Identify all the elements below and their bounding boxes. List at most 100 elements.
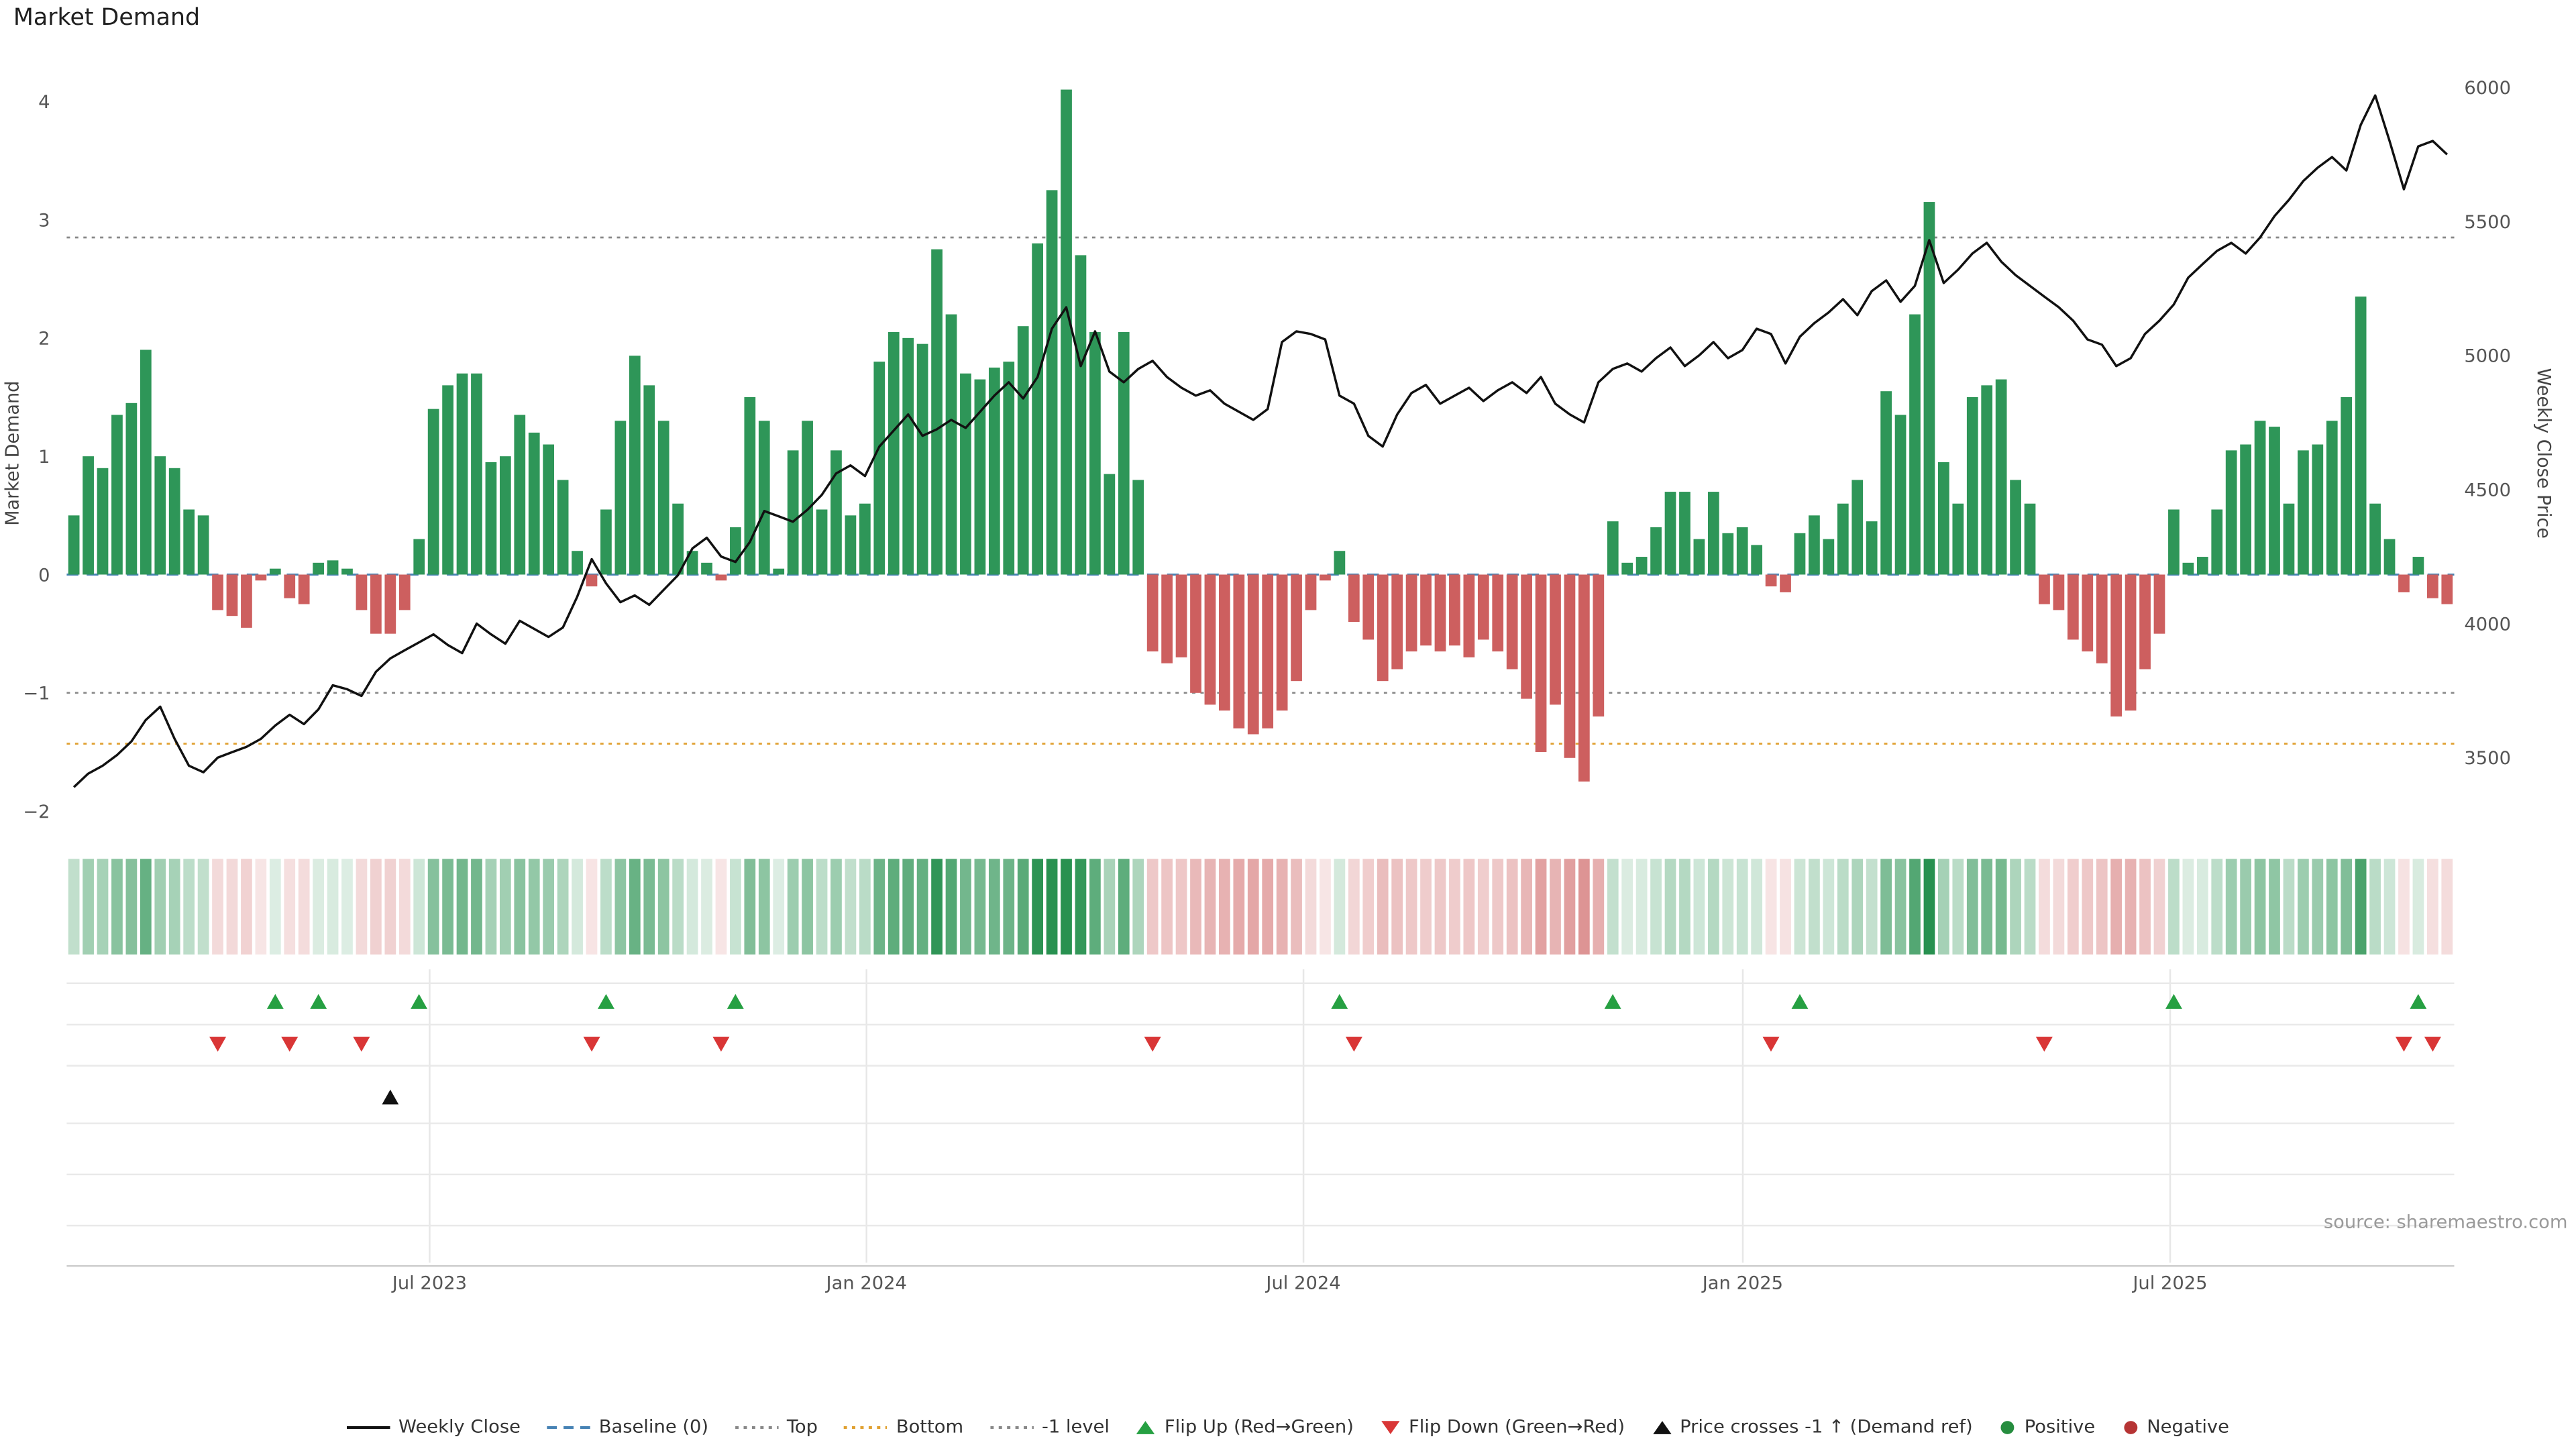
right-tick-label: 5500 <box>2464 212 2511 233</box>
x-tick-label: Jul 2024 <box>1265 1273 1340 1294</box>
demand-bar <box>1262 574 1274 729</box>
left-tick-label: 2 <box>38 329 50 350</box>
legend-label: Flip Down (Green→Red) <box>1408 1415 1625 1438</box>
demand-bar <box>1175 574 1187 657</box>
heatmap-cell <box>1607 859 1619 955</box>
chart-legend: Weekly Close Baseline (0) Top Bottom -1 leve… <box>0 1416 2576 1438</box>
heatmap-cell <box>2312 859 2324 955</box>
demand-bar <box>1650 527 1662 575</box>
flip-up-marker <box>1331 994 1348 1009</box>
heatmap-cell <box>945 859 957 955</box>
heatmap-cell <box>212 859 223 955</box>
heatmap-cell <box>1204 859 1216 955</box>
heatmap-cell <box>758 859 770 955</box>
demand-bar <box>1809 515 1820 575</box>
heatmap-cell <box>2398 859 2410 955</box>
demand-bar <box>1851 480 1864 575</box>
demand-bar <box>1981 385 1993 575</box>
heatmap-cell <box>125 859 138 955</box>
demand-bar <box>572 551 583 575</box>
heatmap-cell <box>154 859 166 955</box>
demand-bar <box>1276 574 1288 711</box>
heatmap-cell <box>686 859 698 955</box>
demand-bar <box>657 421 669 575</box>
heatmap-cell <box>370 859 382 955</box>
demand-bar <box>1722 533 1734 575</box>
heatmap-cell <box>643 859 655 955</box>
heatmap-cell <box>2139 859 2151 955</box>
heatmap-cell <box>485 859 497 955</box>
demand-bar <box>1089 332 1101 575</box>
demand-bar <box>802 421 813 575</box>
demand-bar <box>2240 444 2251 575</box>
demand-bar <box>1233 574 1245 729</box>
heatmap-cell <box>916 859 928 955</box>
heatmap-cell <box>572 859 583 955</box>
flip-up-marker <box>1604 994 1621 1009</box>
demand-bar <box>1564 574 1576 758</box>
heatmap-cell <box>629 859 641 955</box>
demand-bar <box>1219 574 1230 711</box>
heatmap-cell <box>873 859 885 955</box>
demand-bar <box>845 515 857 575</box>
heatmap-cell <box>68 859 80 955</box>
heatmap-cell <box>298 859 310 955</box>
heatmap-cell <box>413 859 425 955</box>
heatmap-cell <box>1017 859 1029 955</box>
demand-bar <box>1751 545 1763 575</box>
heatmap-cell <box>1550 859 1561 955</box>
heatmap-cell <box>1233 859 1245 955</box>
heatmap-cell <box>2269 859 2280 955</box>
heatmap-cell <box>1722 859 1734 955</box>
heatmap-cell <box>1434 859 1446 955</box>
legend-label: Baseline (0) <box>598 1415 709 1438</box>
demand-bar <box>557 480 569 575</box>
heatmap-cell <box>1564 859 1576 955</box>
heatmap-cell <box>1966 859 1978 955</box>
demand-bar <box>1550 574 1561 705</box>
demand-bar <box>2355 297 2367 575</box>
flip-down-marker <box>2035 1036 2053 1052</box>
heatmap-cell <box>2225 859 2237 955</box>
demand-bar <box>97 468 109 575</box>
demand-bar <box>1765 574 1777 587</box>
heatmap-cell <box>1276 859 1288 955</box>
demand-bar <box>1104 474 1116 575</box>
heatmap-cell <box>1219 859 1230 955</box>
heatmap-cell <box>931 859 943 955</box>
demand-bar <box>2312 444 2324 575</box>
demand-bar <box>830 450 842 575</box>
heatmap-cell <box>1851 859 1864 955</box>
heatmap-cell <box>2369 859 2381 955</box>
heatmap-cell <box>902 859 914 955</box>
heatmap-cell <box>1305 859 1317 955</box>
heatmap-cell <box>183 859 195 955</box>
demand-bar <box>1449 574 1460 646</box>
dot-icon <box>2000 1419 2015 1434</box>
demand-bar <box>787 450 799 575</box>
heatmap-cell <box>269 859 281 955</box>
demand-bar <box>1492 574 1504 652</box>
dotted-line-icon <box>735 1425 779 1428</box>
demand-bar <box>2067 574 2079 640</box>
demand-bar <box>2168 509 2180 575</box>
flip-down-marker <box>1144 1036 1161 1052</box>
demand-bar <box>1938 462 1949 575</box>
heatmap-cell <box>471 859 482 955</box>
heatmap-cell <box>1578 859 1590 955</box>
heatmap-cell <box>1262 859 1274 955</box>
heatmap-cell <box>1320 859 1331 955</box>
heatmap-cell <box>1894 859 1907 955</box>
heatmap-cell <box>1535 859 1547 955</box>
legend-item-positive: Positive <box>1999 1416 2095 1438</box>
demand-bar <box>269 568 281 575</box>
demand-bar <box>2398 574 2410 592</box>
flip-down-marker <box>1762 1036 1780 1052</box>
heatmap-cell <box>327 859 339 955</box>
demand-bar <box>197 515 209 575</box>
page-title: Market Demand <box>13 5 201 32</box>
heatmap-cell <box>1693 859 1705 955</box>
demand-bar <box>154 456 166 575</box>
heatmap-cell <box>1449 859 1460 955</box>
demand-bar <box>241 574 252 628</box>
